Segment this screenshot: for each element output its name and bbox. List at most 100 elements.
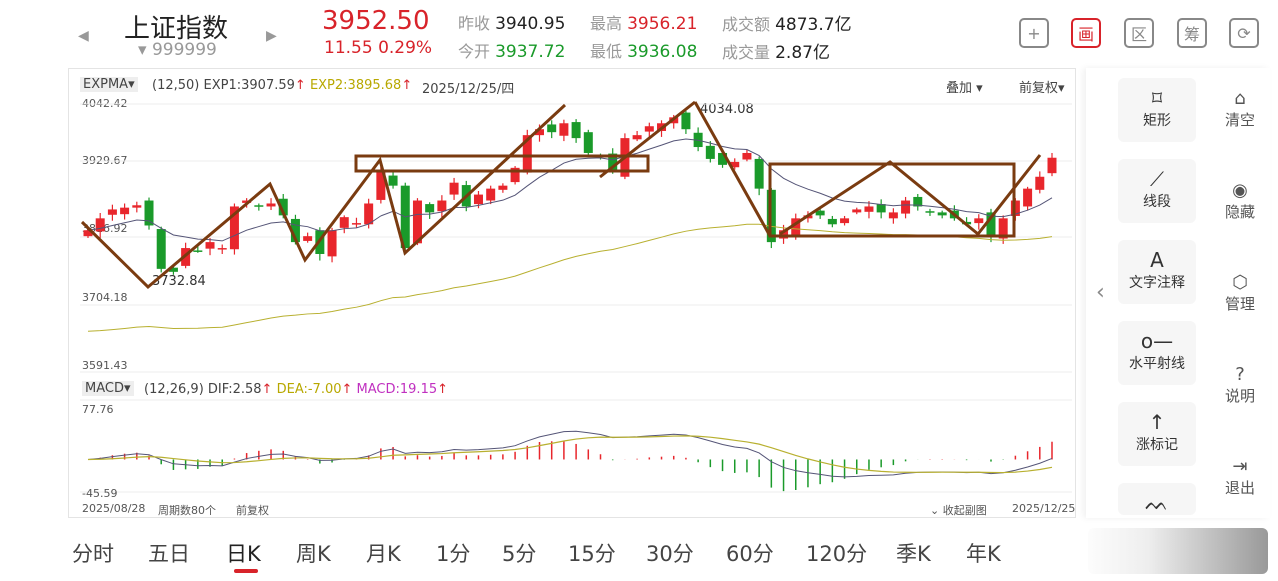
candle-body (217, 248, 227, 250)
horizontal-ray-icon: o— (1140, 329, 1174, 353)
candle-body (974, 218, 984, 224)
candle-body (303, 236, 313, 241)
candle-body (339, 217, 349, 228)
tool-up-mark[interactable]: ↑ 涨标记 (1118, 402, 1196, 466)
candle-body (827, 218, 837, 225)
period-count: 周期数80个 (158, 504, 216, 517)
tool-label: 线段 (1143, 194, 1171, 210)
stat-prev-close: 昨收 3940.95 (458, 10, 565, 34)
candle-body (449, 182, 459, 195)
exp1: EXP1:3907.59 (203, 78, 295, 93)
stat-low: 最低 3936.08 (590, 38, 697, 62)
exit-icon: ⇥ (1232, 456, 1248, 477)
candle-body (742, 152, 752, 160)
period-tab[interactable]: 60分 (726, 542, 774, 566)
candle-body (1023, 188, 1033, 207)
period-tab[interactable]: 15分 (568, 542, 616, 566)
period-tab[interactable]: 日K (226, 542, 261, 566)
stat-high: 最高 3956.21 (590, 10, 697, 34)
overlay-dropdown[interactable]: 叠加 ▾ (946, 81, 983, 96)
rectangle-drawing (354, 154, 650, 173)
add-icon[interactable]: + (1019, 18, 1049, 48)
candle-body (168, 267, 178, 272)
period-tab[interactable]: 季K (896, 542, 931, 566)
tool-label: 涨标记 (1136, 437, 1178, 453)
rotate-icon[interactable]: ⟳ (1229, 18, 1259, 48)
stock-name: 上证指数 (124, 14, 229, 44)
price-change: 11.55 0.29% (324, 38, 432, 58)
candle-body (242, 200, 252, 203)
candle-body (376, 170, 386, 200)
period-tab[interactable]: 5分 (502, 542, 537, 566)
candle-body (681, 112, 691, 130)
main-indicator-select[interactable]: EXPMA▾ (80, 77, 138, 92)
params: (12,50) (152, 78, 200, 93)
chips-icon[interactable]: 筹 (1177, 18, 1207, 48)
collapse-subchart-button[interactable]: ⌄ 收起副图 (930, 504, 987, 517)
label: 成交额 (722, 15, 771, 34)
candle-body (278, 198, 288, 216)
period-tab[interactable]: 1分 (436, 542, 471, 566)
blurred-thumbnail (1088, 528, 1268, 574)
side-help[interactable]: ? 说明 (1218, 364, 1262, 406)
draw-icon[interactable]: 画 (1071, 18, 1101, 48)
side-exit[interactable]: ⇥ 退出 (1218, 456, 1262, 498)
candle-body (205, 242, 215, 249)
candle-body (718, 152, 728, 165)
collapse-label: 收起副图 (942, 504, 987, 517)
low-marker: 3732.84 (152, 274, 206, 289)
label: 最高 (590, 14, 623, 33)
tool-wave[interactable]: ᨓ (1118, 483, 1196, 515)
candle-body (840, 218, 850, 224)
side-settings[interactable]: ⬡ 管理 (1218, 272, 1262, 314)
candle-body (510, 167, 520, 183)
candle-body (327, 230, 337, 257)
side-eye[interactable]: ◉ 隐藏 (1218, 180, 1262, 222)
period-tab[interactable]: 120分 (806, 542, 868, 566)
sub-indicator-select[interactable]: MACD▾ (82, 381, 134, 396)
period-tab[interactable]: 30分 (646, 542, 694, 566)
rectangle-icon: ⌑ (1151, 86, 1163, 110)
start-date: 2025/08/28 (82, 502, 146, 515)
adjust-dropdown[interactable]: 前复权▾ (1019, 81, 1065, 96)
wave-icon: ᨓ (1145, 491, 1169, 515)
current-price: 3952.50 (322, 6, 430, 36)
tool-text[interactable]: A 文字注释 (1118, 240, 1196, 304)
line-segment-icon: ⟋ (1150, 167, 1164, 191)
label: 昨收 (458, 14, 491, 33)
chart-area[interactable] (68, 68, 1076, 518)
prev-stock-arrow[interactable]: ◀ (78, 28, 89, 44)
period-tab[interactable]: 月K (366, 542, 401, 566)
value: 3956.21 (627, 14, 698, 34)
side-label: 管理 (1224, 295, 1255, 313)
tool-line-segment[interactable]: ⟋ 线段 (1118, 159, 1196, 223)
stock-code[interactable]: ▾ 999999 (138, 40, 217, 60)
broom-icon: ⌂ (1234, 88, 1246, 109)
tool-rectangle[interactable]: ⌑ 矩形 (1118, 78, 1196, 142)
overlay-label: 叠加 (946, 81, 973, 96)
tool-label: 文字注释 (1129, 275, 1185, 291)
candle-body (547, 124, 557, 133)
period-tab[interactable]: 年K (966, 542, 1001, 566)
candle-body (290, 218, 300, 243)
candle-body (1035, 176, 1045, 190)
side-label: 说明 (1224, 387, 1255, 405)
candle-body (571, 122, 581, 139)
candle-body (364, 203, 374, 225)
collapse-panel-chevron-icon[interactable]: ‹ (1096, 280, 1105, 305)
candle-body (351, 223, 361, 225)
side-broom[interactable]: ⌂ 清空 (1218, 88, 1262, 130)
period-tab[interactable]: 五日 (148, 542, 190, 566)
dif: DIF:2.58 (207, 382, 262, 397)
tool-horizontal-ray[interactable]: o— 水平射线 (1118, 321, 1196, 385)
value: 2.87亿 (775, 43, 830, 63)
indicator-name: EXPMA (83, 77, 129, 92)
period-tab[interactable]: 周K (296, 542, 331, 566)
period-tab[interactable]: 分时 (72, 542, 114, 566)
next-stock-arrow[interactable]: ▶ (266, 28, 277, 44)
candle-body (412, 200, 422, 244)
high-marker: 4034.08 (700, 102, 754, 117)
candle-body (852, 209, 862, 213)
range-icon[interactable]: 区 (1124, 18, 1154, 48)
indicator-name: MACD (85, 381, 124, 396)
